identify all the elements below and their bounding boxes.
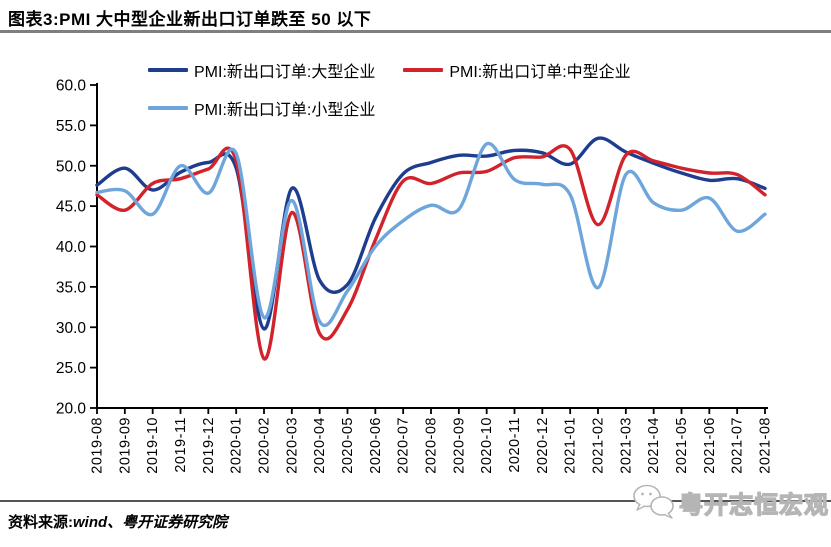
chart-title: 图表3:PMI 大中型企业新出口订单跌至 50 以下 [8,10,372,29]
source-wind: wind [73,514,108,531]
title-divider [0,30,831,33]
legend-swatch-medium [403,67,444,73]
legend-row-2: PMI:新出口订单:小型企业 [148,96,788,120]
legend-row-1: PMI:新出口订单:大型企业 PMI:新出口订单:中型企业 [148,58,788,82]
y-tick-label: 60.0 [56,78,87,95]
wechat-icon [633,484,674,519]
series-line-large [95,136,767,331]
x-tick-label: 2021-07 [730,417,746,474]
x-tick-label: 2019-10 [145,417,161,474]
legend-swatch-large [148,67,188,73]
x-tick-label: 2021-01 [563,417,579,474]
x-tick-label: 2020-06 [368,417,384,474]
source-note: 资料来源:wind、粤开证券研究院 [8,511,227,532]
x-tick-label: 2021-08 [758,417,774,474]
x-tick-label: 2020-01 [229,417,245,474]
x-tick-label: 2020-12 [535,417,551,474]
legend-label-small: PMI:新出口订单:小型企业 [194,102,376,119]
series-line-medium [95,144,767,361]
x-tick-label: 2020-05 [340,417,356,474]
y-tick-label: 20.0 [56,401,87,418]
x-tick-label: 2020-03 [284,417,300,474]
x-tick-label: 2021-02 [591,417,607,474]
x-tick-label: 2020-11 [507,417,523,473]
axis-spines [96,83,768,409]
x-tick-label: 2021-04 [646,417,662,474]
y-tick-label: 30.0 [56,320,87,337]
y-tick-label: 45.0 [56,199,87,216]
x-tick-label: 2019-12 [201,417,217,474]
source-prefix: 资料来源: [8,514,73,531]
x-tick-label: 2019-11 [173,417,189,473]
series-line-small [95,142,767,327]
x-tick-label: 2020-02 [257,417,273,474]
legend-label-medium: PMI:新出口订单:中型企业 [449,64,631,81]
x-tick-label: 2021-03 [618,417,634,474]
y-tick-label: 50.0 [56,158,87,175]
watermark: 粤开志恒宏观 [632,484,829,520]
legend-label-large: PMI:新出口订单:大型企业 [194,64,376,81]
x-tick-label: 2020-07 [396,417,412,474]
x-tick-label: 2020-10 [479,417,495,474]
y-tick-label: 40.0 [56,239,87,256]
y-tick-label: 25.0 [56,360,87,377]
x-tick-label: 2020-08 [424,417,440,474]
watermark-text: 粤开志恒宏观 [678,491,829,519]
legend-item-small: PMI:新出口订单:小型企业 [148,96,375,120]
legend-swatch-small [148,105,188,111]
x-tick-label: 2021-06 [702,417,718,474]
x-tick-label: 2020-04 [312,417,328,474]
legend: PMI:新出口订单:大型企业 PMI:新出口订单:中型企业 PMI:新出口订单:… [148,58,788,134]
legend-item-large: PMI:新出口订单:大型企业 [148,58,375,82]
legend-item-medium: PMI:新出口订单:中型企业 [403,58,631,82]
y-tick-label: 55.0 [56,118,87,135]
x-tick-label: 2019-08 [90,417,106,474]
x-tick-label: 2019-09 [117,417,133,474]
bottom-divider [0,500,831,502]
x-tick-label: 2020-09 [451,417,467,474]
source-rest: 、粤开证券研究院 [107,514,228,531]
y-tick-label: 35.0 [56,279,87,296]
x-tick-label: 2021-05 [674,417,690,474]
